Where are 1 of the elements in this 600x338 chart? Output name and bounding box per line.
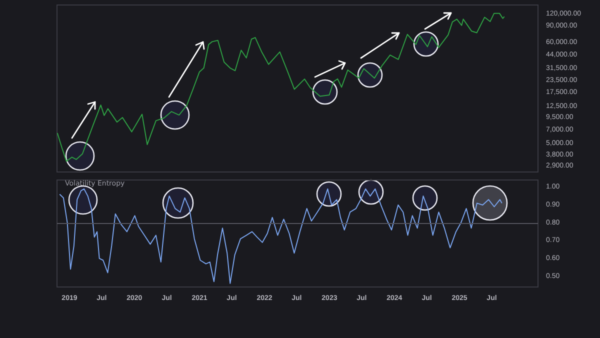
line-series <box>56 12 505 162</box>
